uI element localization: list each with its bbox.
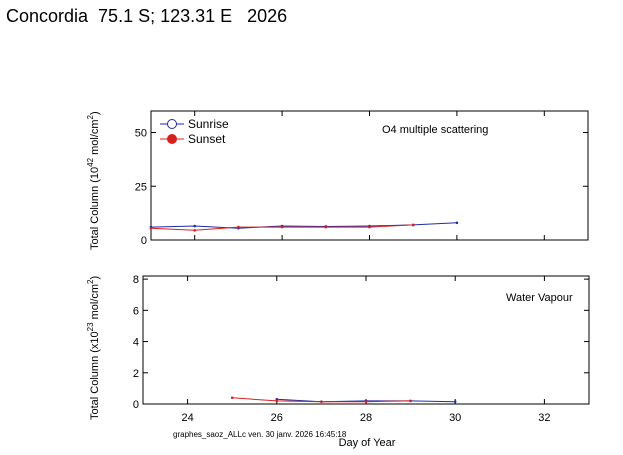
sunrise-point [453,400,457,403]
legend-sunrise-label: Sunrise [188,117,229,131]
o4-annotation: O4 multiple scattering [382,124,488,136]
o4-y-axis-label-unit-exp: 2 [86,114,95,119]
sunset-point [409,399,412,403]
sunset-point [364,400,368,403]
water-vapour-y-ticks: 0 2 4 6 8 [133,274,589,411]
water-vapour-series [230,396,457,403]
o4-y-ticks: 0 25 50 [135,128,588,247]
water-vapour-y-axis-label-unit: mol/cm [89,284,101,323]
o4-y-axis-label-close: ) [89,111,101,115]
sunset-point [193,229,196,232]
sunset-point [280,225,284,229]
sunset-point [411,223,415,227]
sunset-point [320,400,323,403]
x-tick-label: 28 [360,412,372,424]
water-vapour-x-ticks: 24 26 28 30 32 [181,276,551,424]
water-vapour-y-axis-label-unit-exp: 2 [86,279,95,284]
sunrise-point [193,224,196,228]
x-axis-label: Day of Year [339,437,396,449]
sunset-point [275,399,279,403]
x-tick-label: 24 [181,412,193,424]
sunset-point [149,226,153,230]
legend-sunset-label: Sunset [188,132,226,146]
y-tick-label: 50 [135,128,147,140]
o4-y-axis-label-base: Total Column (10 [89,167,101,250]
y-tick-label: 8 [133,274,139,286]
legend-sunset-marker [167,134,177,144]
footer-text: graphes_saoz_ALLc ven. 30 janv. 2026 16:… [173,430,347,439]
page-title: Concordia 75.1 S; 123.31 E 2026 [6,6,288,26]
x-tick-label: 26 [271,412,283,424]
o4-y-axis-label: Total Column (1042 mol/cm2) [86,111,101,250]
o4-x-ticks [194,111,545,240]
y-tick-label: 0 [141,235,147,247]
o4-panel: 0 25 50 O4 multiple scattering Total Colum… [86,110,589,250]
x-tick-label: 32 [538,412,550,424]
y-tick-label: 2 [133,368,139,380]
y-tick-label: 4 [133,337,139,349]
water-vapour-annotation: Water Vapour [506,292,573,304]
sunset-point [230,396,234,400]
sunset-point [237,225,240,229]
sunset-point [368,225,371,229]
water-vapour-y-axis-label: Total Column (x1023 mol/cm2) [86,276,101,420]
legend: Sunrise Sunset [160,117,229,146]
y-tick-label: 25 [135,181,147,193]
water-vapour-y-axis-label-exp: 23 [86,322,95,331]
sunset-point [324,225,328,229]
water-vapour-y-axis-label-close: ) [89,276,101,280]
water-vapour-y-axis-label-base: Total Column (x10 [89,331,101,420]
x-tick-label: 30 [449,412,461,424]
y-tick-label: 6 [133,305,139,317]
y-tick-label: 0 [133,399,139,411]
o4-y-axis-label-unit: mol/cm [89,119,101,158]
sunrise-point [455,221,459,225]
o4-y-axis-label-exp: 42 [86,157,95,166]
o4-series [149,221,459,232]
legend-sunrise-marker [167,119,177,129]
